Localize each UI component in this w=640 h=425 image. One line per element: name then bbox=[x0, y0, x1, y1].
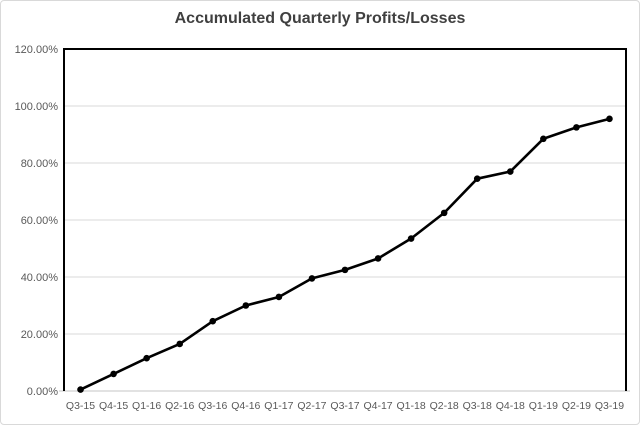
x-tick-label: Q3-17 bbox=[330, 400, 359, 412]
x-tick-label: Q2-17 bbox=[297, 400, 326, 412]
data-point-marker bbox=[374, 255, 382, 262]
x-tick-label: Q2-16 bbox=[165, 400, 194, 412]
plot-border bbox=[63, 48, 627, 391]
y-tick-label: 60.00% bbox=[21, 215, 59, 227]
data-point-marker bbox=[308, 275, 316, 282]
data-point-marker bbox=[242, 302, 250, 309]
x-tick-label: Q3-16 bbox=[198, 400, 227, 412]
x-tick-label: Q1-16 bbox=[132, 400, 161, 412]
data-point-marker bbox=[143, 354, 150, 362]
data-point-marker bbox=[110, 370, 117, 378]
x-tick-label: Q3-18 bbox=[463, 400, 492, 412]
y-tick-label: 40.00% bbox=[21, 272, 59, 284]
data-point-marker bbox=[77, 386, 84, 393]
series-line bbox=[79, 117, 611, 391]
y-tick-label: 20.00% bbox=[21, 329, 59, 341]
data-point-marker bbox=[540, 135, 547, 143]
data-point-marker bbox=[209, 317, 217, 325]
x-tick-label: Q4-16 bbox=[231, 400, 260, 412]
x-tick-label: Q1-19 bbox=[529, 400, 558, 412]
y-tick-label: 80.00% bbox=[21, 158, 59, 170]
data-point-marker bbox=[573, 124, 580, 131]
y-tick-label: 120.00% bbox=[15, 44, 59, 56]
data-point-marker bbox=[275, 293, 283, 301]
chart-title: Accumulated Quarterly Profits/Losses bbox=[174, 10, 466, 27]
data-point-marker bbox=[341, 266, 349, 274]
data-point-marker bbox=[176, 340, 184, 348]
data-point-marker bbox=[440, 209, 448, 217]
x-tick-label: Q4-15 bbox=[99, 400, 128, 412]
x-tick-label: Q2-19 bbox=[562, 400, 591, 412]
data-point-marker bbox=[407, 235, 415, 242]
x-tick-label: Q3-19 bbox=[595, 400, 624, 412]
data-point-marker bbox=[606, 115, 613, 123]
x-tick-label: Q1-18 bbox=[397, 400, 426, 412]
data-point-marker bbox=[506, 168, 514, 175]
x-tick-label: Q4-17 bbox=[363, 400, 392, 412]
data-point-marker bbox=[473, 175, 481, 182]
y-tick-label: 100.00% bbox=[15, 101, 59, 113]
x-tick-label: Q4-18 bbox=[496, 400, 525, 412]
x-tick-label: Q1-17 bbox=[264, 400, 293, 412]
x-tick-label: Q3-15 bbox=[66, 400, 95, 412]
x-tick-label: Q2-18 bbox=[430, 400, 459, 412]
y-tick-label: 0.00% bbox=[27, 386, 58, 398]
